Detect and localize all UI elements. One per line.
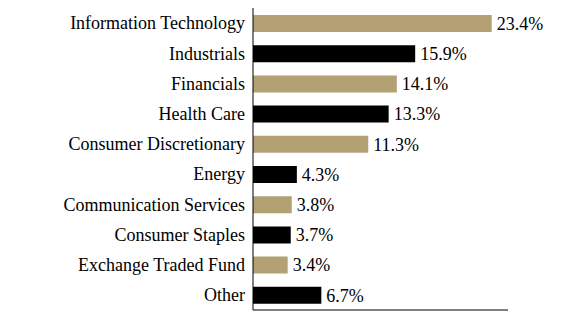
svg-text:6.7%: 6.7%: [326, 286, 364, 306]
svg-text:15.9%: 15.9%: [420, 44, 467, 64]
svg-text:Industrials: Industrials: [169, 44, 245, 64]
svg-text:Health Care: Health Care: [159, 104, 245, 124]
svg-text:14.1%: 14.1%: [402, 74, 449, 94]
svg-text:3.8%: 3.8%: [297, 195, 335, 215]
svg-text:13.3%: 13.3%: [394, 104, 441, 124]
svg-text:Consumer Staples: Consumer Staples: [115, 225, 246, 245]
svg-text:Energy: Energy: [193, 164, 245, 184]
svg-text:4.3%: 4.3%: [302, 165, 340, 185]
svg-text:Consumer Discretionary: Consumer Discretionary: [69, 134, 245, 154]
svg-text:Other: Other: [204, 285, 245, 305]
svg-text:3.7%: 3.7%: [296, 225, 334, 245]
svg-text:11.3%: 11.3%: [373, 135, 419, 155]
svg-text:Communication Services: Communication Services: [64, 195, 245, 215]
svg-text:Exchange Traded Fund: Exchange Traded Fund: [78, 255, 245, 275]
svg-text:3.4%: 3.4%: [293, 255, 331, 275]
svg-text:Information Technology: Information Technology: [70, 13, 245, 33]
svg-text:Financials: Financials: [171, 74, 245, 94]
svg-text:23.4%: 23.4%: [497, 14, 544, 34]
